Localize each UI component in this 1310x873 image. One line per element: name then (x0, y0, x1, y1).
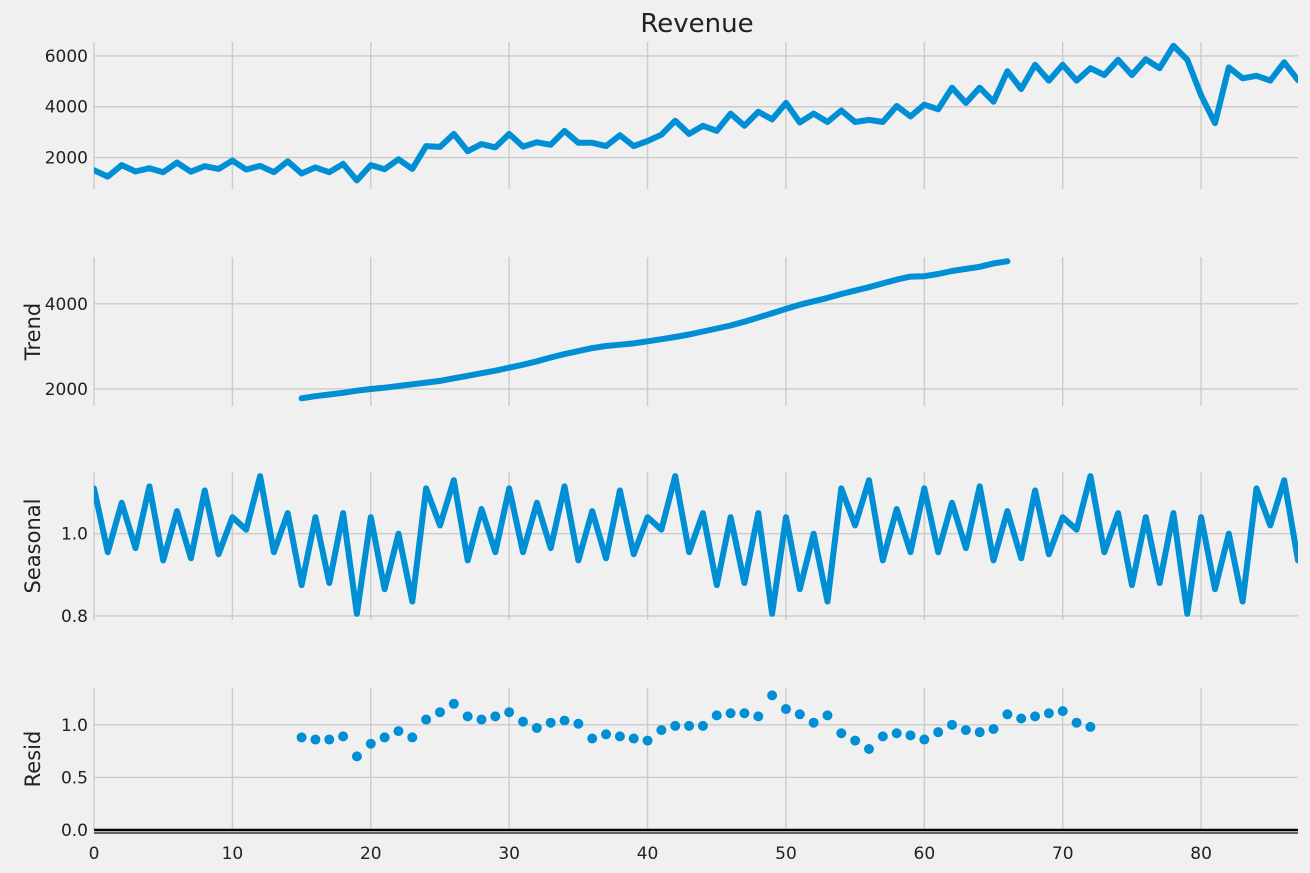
resid-point (614, 731, 625, 742)
panels: 20004000600020004000Trend0.81.0Seasonal0… (21, 42, 1298, 864)
x-tick-label: 80 (1190, 844, 1212, 864)
resid-point (1016, 713, 1027, 724)
panel-seasonal: 0.8 1.0 Seasonal (21, 472, 1298, 627)
resid-point (379, 732, 390, 743)
panel-resid: 0.0 0.5 1.0 Resid 0 10 20 30 40 50 60 70 80 (21, 688, 1298, 864)
resid-point (587, 733, 598, 744)
resid-point (518, 716, 529, 727)
resid-point (739, 708, 750, 719)
y-axis-label: Resid (21, 731, 45, 788)
resid-point (434, 707, 445, 718)
x-tick-label: 0 (89, 844, 100, 864)
y-tick-label: 4000 (45, 295, 88, 315)
resid-point (1071, 717, 1082, 728)
resid-point (504, 707, 515, 718)
resid-point (684, 720, 695, 731)
resid-point (393, 726, 404, 737)
panel-observed: 2000 4000 6000 (45, 42, 1298, 189)
resid-point (780, 704, 791, 715)
x-tick-label: 50 (775, 844, 797, 864)
resid-point (1043, 708, 1054, 719)
resid-point (863, 744, 874, 755)
resid-point (974, 727, 985, 738)
resid-point (324, 734, 335, 745)
resid-point (407, 732, 418, 743)
resid-point (476, 714, 487, 725)
resid-point (462, 711, 473, 722)
x-tick-label: 70 (1052, 844, 1074, 864)
series-seasonal (94, 473, 1298, 617)
resid-point (545, 717, 556, 728)
resid-point (559, 715, 570, 726)
resid-point (531, 722, 542, 733)
resid-point (767, 690, 778, 701)
y-tick-label: 2000 (45, 149, 88, 169)
resid-point (1030, 711, 1041, 722)
resid-point (601, 729, 612, 740)
resid-point (490, 711, 501, 722)
resid-point (753, 711, 764, 722)
y-tick-label: 4000 (45, 98, 88, 118)
resid-point (448, 698, 459, 709)
resid-point (919, 734, 930, 745)
x-tick-label: 60 (914, 844, 936, 864)
resid-point (656, 725, 667, 736)
y-tick-label: 0.8 (61, 607, 88, 627)
resid-point (670, 720, 681, 731)
x-tick-label: 30 (498, 844, 520, 864)
resid-point (988, 724, 999, 735)
series-resid (296, 690, 1096, 762)
resid-point (628, 733, 639, 744)
resid-point (850, 735, 861, 746)
resid-point (421, 714, 432, 725)
resid-point (1057, 706, 1068, 717)
resid-point (794, 709, 805, 720)
chart-title: Revenue (640, 9, 753, 39)
y-tick-label: 0.5 (61, 768, 88, 788)
x-tick-label: 10 (222, 844, 244, 864)
resid-point (697, 720, 708, 731)
seasonal-line (94, 473, 1298, 617)
y-tick-label: 1.0 (61, 525, 88, 545)
resid-point (351, 751, 362, 762)
resid-point (296, 732, 307, 743)
resid-point (365, 738, 376, 749)
resid-point (310, 734, 321, 745)
x-tick-label: 40 (637, 844, 659, 864)
resid-point (933, 727, 944, 738)
y-tick-label: 0.0 (61, 821, 88, 841)
resid-point (947, 719, 958, 730)
resid-point (711, 710, 722, 721)
resid-point (877, 731, 888, 742)
observed-line (94, 42, 1298, 184)
resid-point (905, 730, 916, 741)
y-axis-label: Trend (21, 303, 45, 361)
resid-point (573, 718, 584, 729)
resid-point (891, 728, 902, 739)
series-observed (94, 42, 1298, 184)
resid-point (808, 717, 819, 728)
resid-point (822, 710, 833, 721)
resid-point (836, 728, 847, 739)
resid-point (725, 708, 736, 719)
y-tick-label: 1.0 (61, 716, 88, 736)
x-tick-label: 20 (360, 844, 382, 864)
y-axis-label: Seasonal (21, 499, 45, 594)
trend-line (298, 258, 1011, 402)
resid-point (1085, 721, 1096, 732)
resid-point (338, 731, 349, 742)
y-tick-label: 2000 (45, 380, 88, 400)
series-trend (298, 258, 1011, 402)
y-tick-label: 6000 (45, 47, 88, 67)
resid-point (1002, 709, 1013, 720)
resid-point (960, 725, 971, 736)
resid-point (642, 735, 653, 746)
